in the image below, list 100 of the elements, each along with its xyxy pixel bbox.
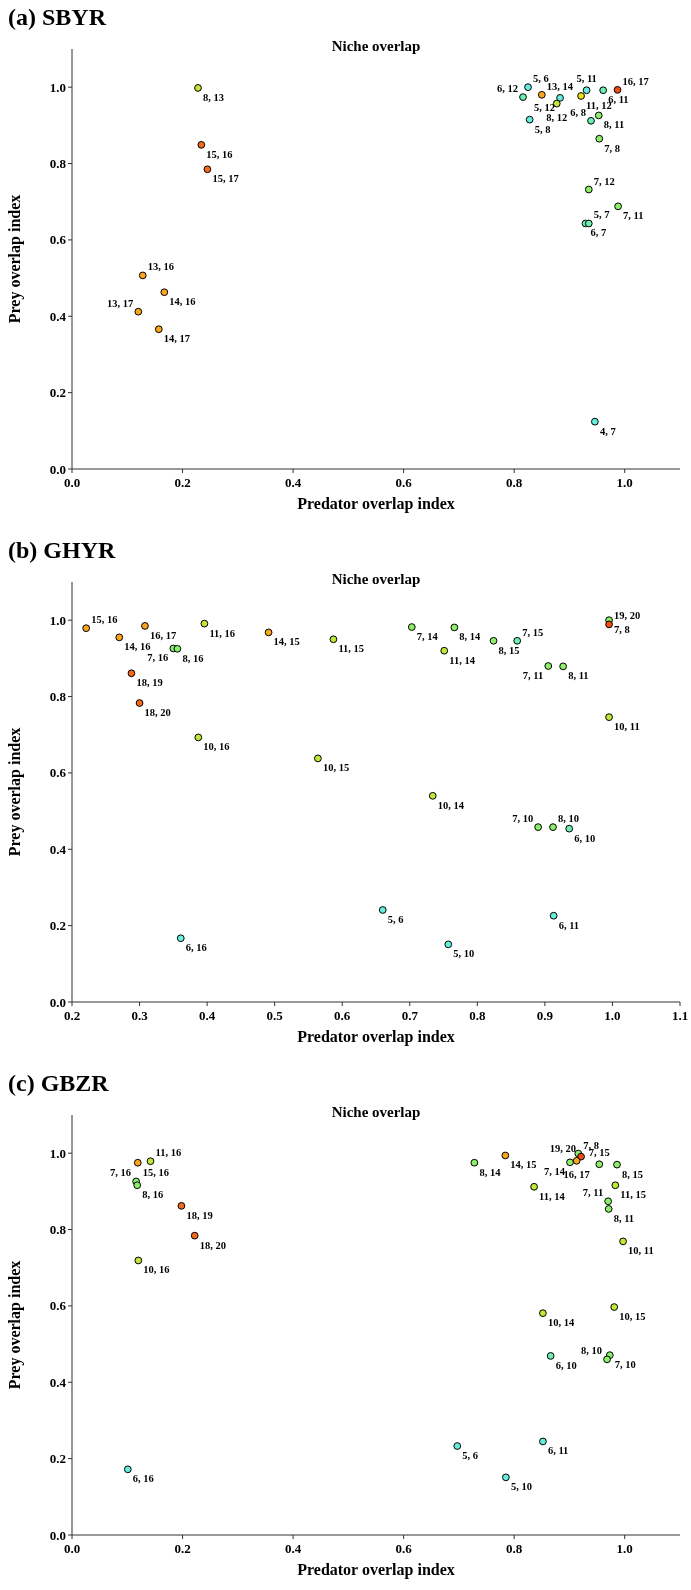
annotation: 5, 10 xyxy=(453,948,475,960)
y-tick-label: 0.4 xyxy=(49,308,67,324)
annotation: 11, 15 xyxy=(620,1189,646,1201)
annotation: 15, 17 xyxy=(212,173,239,185)
annotation: 5, 11 xyxy=(576,73,597,85)
y-tick-label: 0.8 xyxy=(49,1222,67,1238)
x-tick-label: 0.6 xyxy=(395,1541,413,1556)
annotation: 8, 10 xyxy=(581,1345,603,1357)
chart-subtitle: Niche overlap xyxy=(331,38,421,54)
annotation: 8, 11 xyxy=(613,1212,635,1224)
annotation: 7, 12 xyxy=(593,175,615,187)
annotation: 8, 11 xyxy=(568,670,589,682)
annotation: 6, 7 xyxy=(590,227,607,239)
chart-subtitle: Niche overlap xyxy=(331,571,421,587)
x-tick-label: 0.2 xyxy=(63,1008,81,1023)
annotation: 6, 12 xyxy=(497,83,519,95)
x-tick-label: 1.0 xyxy=(616,475,633,490)
annotation: 7, 14 xyxy=(416,631,439,643)
y-tick-label: 0.0 xyxy=(49,461,66,477)
y-tick-label: 0.0 xyxy=(49,1527,66,1543)
x-tick-label: 0.4 xyxy=(284,475,302,490)
annotation: 11, 15 xyxy=(338,643,365,655)
x-tick-label: 1.0 xyxy=(616,1541,633,1556)
x-tick-label: 0.7 xyxy=(401,1008,419,1023)
y-tick-label: 0.2 xyxy=(49,1451,66,1467)
annotation: 18, 19 xyxy=(186,1209,213,1221)
annotation: 10, 16 xyxy=(143,1264,170,1276)
annotation: 11, 14 xyxy=(539,1190,566,1202)
annotation: 5, 7 xyxy=(593,209,610,221)
x-tick-label: 0.5 xyxy=(266,1008,284,1023)
annotation: 4, 7 xyxy=(599,425,616,437)
y-axis-title: Prey overlap index xyxy=(6,727,24,857)
y-tick-label: 0.4 xyxy=(49,841,67,857)
annotation: 14, 17 xyxy=(163,333,191,345)
x-tick-label: 0.6 xyxy=(395,475,413,490)
x-axis-title: Predator overlap index xyxy=(297,1561,455,1579)
annotation: 5, 12 xyxy=(534,101,556,113)
annotation: 10, 16 xyxy=(203,741,230,753)
annotation: 5, 6 xyxy=(387,913,404,925)
x-tick-label: 0.0 xyxy=(63,475,81,490)
annotation: 7, 16 xyxy=(147,652,169,664)
annotation: 8, 16 xyxy=(182,652,204,664)
annotation: 10, 14 xyxy=(437,799,465,811)
annotation: 7, 10 xyxy=(614,1359,636,1371)
annotation: 8, 10 xyxy=(558,813,579,825)
annotation: 11, 16 xyxy=(209,627,236,639)
annotation: 5, 8 xyxy=(534,123,551,135)
annotation: 6, 8 xyxy=(570,106,587,118)
annotation: 8, 13 xyxy=(203,91,225,103)
x-axis-title: Predator overlap index xyxy=(297,1028,455,1046)
annotation: 8, 14 xyxy=(459,631,482,643)
annotation: 7, 16 xyxy=(110,1167,132,1179)
annotation: 19, 20 xyxy=(549,1142,577,1154)
annotation: 5, 10 xyxy=(510,1481,532,1493)
annotation: 10, 14 xyxy=(547,1317,575,1329)
annotation: 15, 16 xyxy=(142,1166,170,1178)
x-tick-label: 0.8 xyxy=(469,1008,486,1023)
y-tick-label: 1.0 xyxy=(49,1145,66,1161)
annotation: 6, 16 xyxy=(132,1473,154,1485)
y-axis-title: Prey overlap index xyxy=(6,194,24,324)
y-tick-label: 0.2 xyxy=(49,385,66,401)
chart-title: (a) SBYR xyxy=(8,4,107,30)
annotation: 7, 11 xyxy=(582,1187,604,1199)
annotation: 16, 17 xyxy=(563,1168,590,1180)
y-tick-label: 0.4 xyxy=(49,1374,67,1390)
chart-title: (c) GBZR xyxy=(8,1070,110,1096)
annotation: 10, 11 xyxy=(628,1245,654,1257)
annotation: 7, 11 xyxy=(623,210,644,222)
annotation: 8, 14 xyxy=(479,1166,502,1178)
annotation: 6, 11 xyxy=(547,1445,569,1457)
annotation: 13, 16 xyxy=(147,261,174,273)
x-tick-label: 0.9 xyxy=(536,1008,554,1023)
annotation: 10, 11 xyxy=(614,721,640,733)
x-tick-label: 1.0 xyxy=(604,1008,621,1023)
annotation: 14, 15 xyxy=(273,636,300,648)
y-tick-label: 0.6 xyxy=(49,232,67,248)
annotation: 14, 16 xyxy=(169,296,196,308)
x-tick-label: 1.1 xyxy=(671,1008,689,1023)
x-tick-label: 0.8 xyxy=(506,1541,523,1556)
y-tick-label: 0.8 xyxy=(49,156,67,172)
annotation: 6, 10 xyxy=(574,832,596,844)
annotation: 8, 11 xyxy=(603,119,625,131)
annotation: 8, 15 xyxy=(621,1168,643,1180)
x-tick-label: 0.6 xyxy=(334,1008,351,1023)
annotation: 6, 11 xyxy=(558,919,580,931)
y-tick-label: 0.6 xyxy=(49,1298,67,1314)
annotation: 8, 15 xyxy=(498,644,520,656)
annotation: 11, 16 xyxy=(155,1147,182,1159)
x-tick-label: 0.3 xyxy=(131,1008,149,1023)
annotation: 18, 20 xyxy=(199,1239,226,1251)
annotation: 13, 17 xyxy=(107,297,134,309)
x-tick-label: 0.0 xyxy=(63,1541,81,1556)
annotation: 19, 20 xyxy=(614,610,641,622)
x-tick-label: 0.4 xyxy=(284,1541,302,1556)
annotation: 8, 16 xyxy=(142,1189,164,1201)
annotation: 16, 17 xyxy=(622,75,649,87)
annotation: 11, 14 xyxy=(449,654,476,666)
annotation: 6, 16 xyxy=(185,942,207,954)
x-tick-label: 0.2 xyxy=(174,475,191,490)
x-axis-title: Predator overlap index xyxy=(297,495,455,513)
